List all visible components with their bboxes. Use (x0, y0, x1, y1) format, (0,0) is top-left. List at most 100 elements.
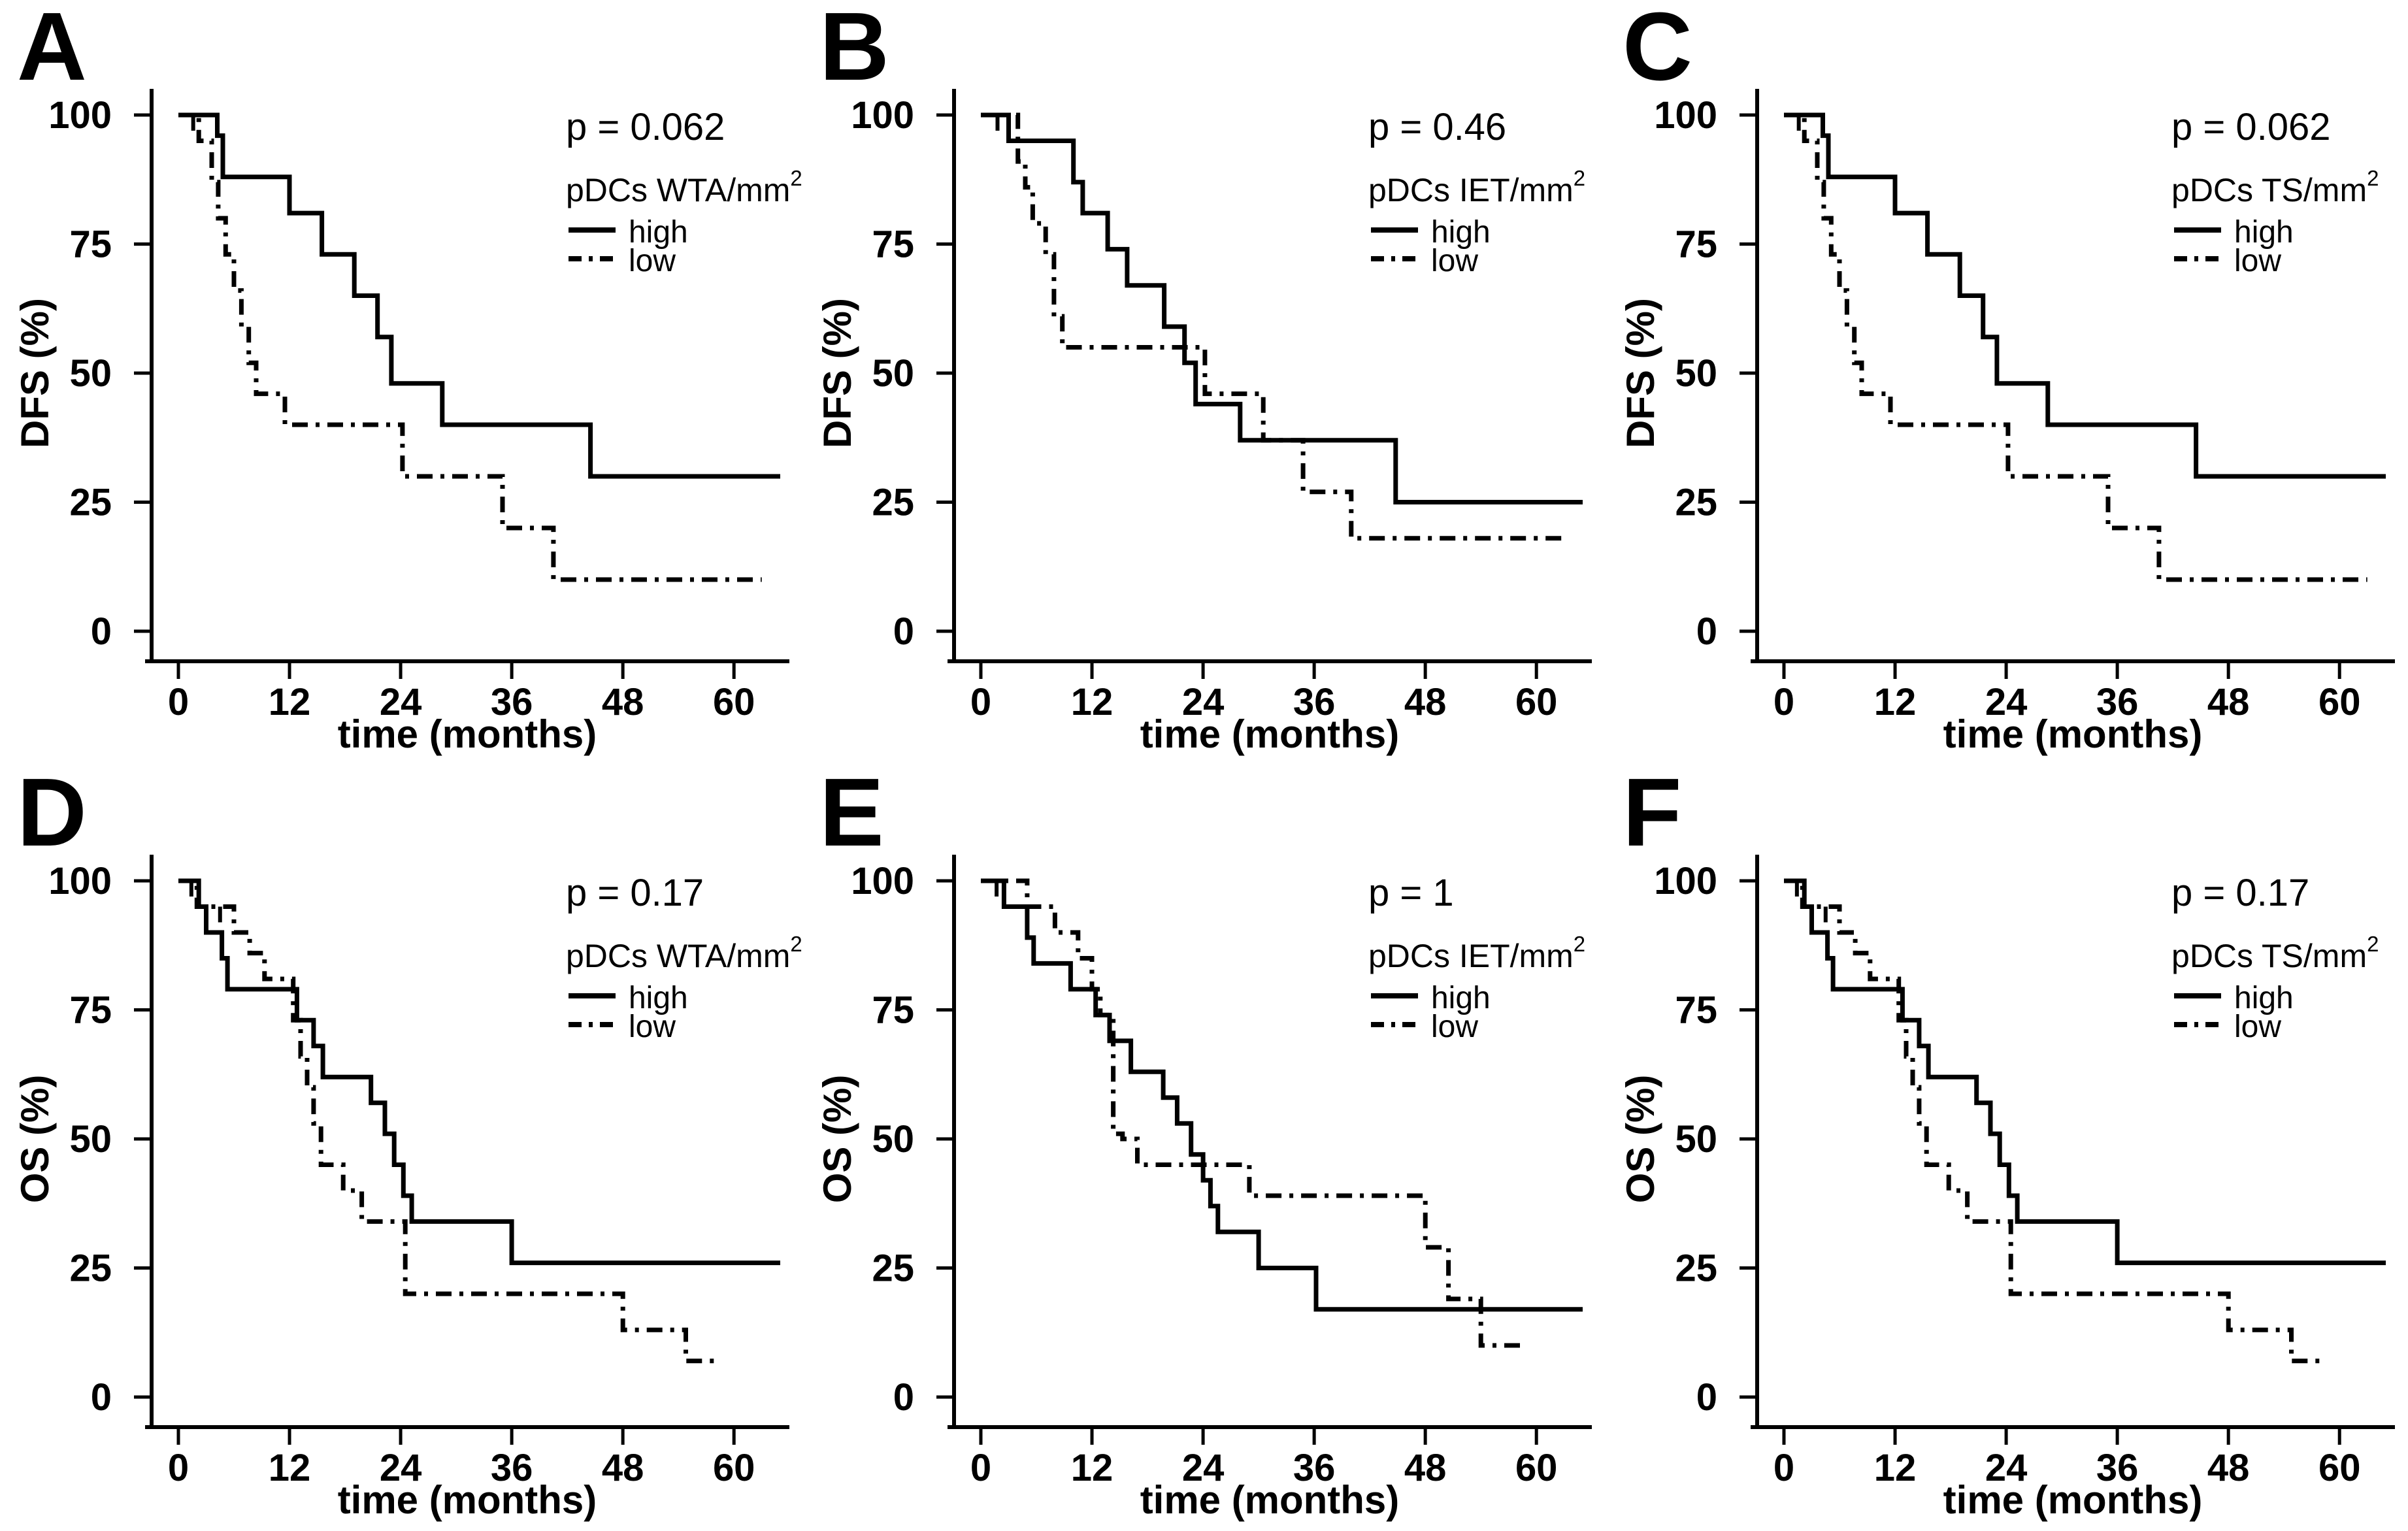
x-tick-label: 12 (269, 682, 311, 723)
legend-label-high: high (629, 215, 688, 250)
y-tick-label: 100 (1654, 94, 1717, 137)
y-tick-label: 0 (1696, 1376, 1717, 1419)
x-axis-title: time (months) (338, 1477, 597, 1521)
legend-title: pDCs TS/mm2 (2171, 166, 2379, 208)
x-tick-label: 0 (168, 1447, 189, 1489)
y-tick-label: 100 (1654, 860, 1717, 902)
y-tick-label: 100 (851, 95, 915, 137)
y-tick-label: 100 (48, 861, 112, 902)
legend-label-high: high (1431, 981, 1491, 1015)
panel-letter: F (1623, 766, 1681, 866)
panel-F: F 0 25 50 75 100 0 12 24 36 48 60 time (months) OS (%… (1606, 766, 2408, 1531)
km-plot-D: D 0 25 50 75 100 0 12 24 36 48 60 time (months) OS (%… (13, 766, 802, 1522)
y-tick-label: 0 (893, 1376, 914, 1418)
y-tick-label: 75 (69, 989, 111, 1031)
y-tick-label: 0 (1696, 610, 1717, 653)
x-tick-label: 24 (1985, 681, 2027, 723)
x-tick-label: 36 (2096, 1447, 2139, 1489)
x-tick-label: 12 (1071, 682, 1113, 723)
x-tick-label: 60 (713, 1447, 755, 1489)
legend-title: pDCs WTA/mm2 (566, 932, 802, 974)
y-tick-label: 25 (1675, 1247, 1717, 1289)
x-tick-label: 60 (713, 682, 755, 723)
x-tick-label: 36 (1293, 1447, 1336, 1489)
legend-label-high: high (1431, 215, 1491, 250)
y-tick-label: 50 (872, 353, 915, 395)
y-tick-label: 50 (1675, 352, 1717, 395)
p-value-label: p = 0.46 (1368, 107, 1506, 148)
x-tick-label: 24 (380, 1447, 422, 1489)
y-tick-label: 25 (1675, 482, 1717, 524)
x-tick-label: 48 (1404, 1447, 1447, 1489)
x-tick-label: 0 (970, 1447, 991, 1489)
panel-B: B 0 25 50 75 100 0 12 24 36 48 60 time (months) DFS (… (802, 0, 1605, 766)
panel-letter: B (819, 0, 889, 101)
km-plot-B: B 0 25 50 75 100 0 12 24 36 48 60 time (months) DFS (… (816, 0, 1592, 756)
km-curve-low (178, 878, 720, 1363)
x-axis-title: time (months) (1140, 712, 1400, 756)
p-value-label: p = 0.062 (2171, 106, 2331, 148)
panel-D: D 0 25 50 75 100 0 12 24 36 48 60 time (months) OS (%… (0, 766, 802, 1531)
x-tick-label: 48 (1404, 682, 1447, 723)
km-curve-high (981, 112, 1583, 504)
y-axis-title: DFS (%) (1619, 298, 1662, 448)
y-tick-label: 0 (91, 611, 112, 653)
y-axis-title: OS (%) (816, 1074, 859, 1203)
panel-letter: C (1623, 0, 1692, 101)
y-tick-label: 75 (872, 989, 915, 1031)
x-tick-label: 24 (1182, 682, 1225, 723)
km-plot-A: A 0 25 50 75 100 0 12 24 36 48 60 time (months) DFS (… (13, 0, 802, 756)
y-tick-label: 75 (1675, 223, 1717, 266)
x-tick-label: 60 (2318, 1447, 2361, 1489)
x-tick-label: 0 (970, 682, 991, 723)
x-tick-label: 36 (1293, 682, 1336, 723)
x-tick-label: 60 (1515, 682, 1558, 723)
km-curve-low (1783, 878, 2326, 1363)
y-axis-title: DFS (%) (816, 298, 859, 448)
km-curve-high (178, 112, 780, 479)
km-plot-F: F 0 25 50 75 100 0 12 24 36 48 60 time (months) OS (%… (1619, 766, 2395, 1522)
km-plot-E: E 0 25 50 75 100 0 12 24 36 48 60 time (months) OS (%… (816, 766, 1592, 1521)
x-tick-label: 60 (1515, 1447, 1558, 1489)
y-tick-label: 50 (872, 1119, 915, 1161)
x-tick-label: 12 (1071, 1447, 1113, 1489)
p-value-label: p = 0.17 (2171, 872, 2309, 914)
x-tick-label: 60 (2318, 681, 2361, 723)
x-axis-title: time (months) (1943, 1478, 2202, 1522)
legend-label-low: low (1431, 244, 1478, 278)
x-tick-label: 12 (1873, 681, 1916, 723)
x-axis-title: time (months) (338, 712, 597, 756)
y-axis-title: DFS (%) (13, 298, 57, 448)
panel-C: C 0 25 50 75 100 0 12 24 36 48 60 time (months) DFS (… (1606, 0, 2408, 766)
x-tick-label: 0 (1773, 1447, 1794, 1489)
x-tick-label: 48 (2207, 681, 2250, 723)
y-tick-label: 25 (872, 482, 915, 523)
y-axis-title: OS (%) (1619, 1074, 1662, 1203)
legend-title: pDCs IET/mm2 (1368, 932, 1585, 974)
x-axis-title: time (months) (1943, 712, 2202, 756)
legend-title: pDCs IET/mm2 (1368, 166, 1585, 208)
x-tick-label: 24 (380, 682, 422, 723)
legend-title: pDCs WTA/mm2 (566, 166, 802, 208)
legend-label-low: low (2234, 1010, 2281, 1044)
legend-label-high: high (2234, 215, 2294, 250)
y-tick-label: 0 (893, 611, 914, 653)
x-tick-label: 36 (491, 1447, 533, 1489)
p-value-label: p = 1 (1368, 872, 1454, 914)
x-tick-label: 48 (602, 682, 644, 723)
km-curve-low (981, 878, 1523, 1347)
y-tick-label: 75 (872, 224, 915, 266)
km-curve-high (178, 878, 780, 1265)
legend-label-high: high (2234, 981, 2294, 1015)
panel-letter: A (17, 0, 87, 101)
legend-label-low: low (2234, 244, 2281, 278)
y-tick-label: 75 (69, 224, 111, 266)
legend-label-low: low (1431, 1010, 1478, 1044)
p-value-label: p = 0.17 (566, 872, 704, 914)
x-tick-label: 12 (1873, 1447, 1916, 1489)
panel-letter: D (17, 766, 87, 866)
km-curve-high (981, 878, 1583, 1311)
x-tick-label: 0 (168, 682, 189, 723)
x-tick-label: 48 (602, 1447, 644, 1489)
x-tick-label: 0 (1773, 681, 1794, 723)
